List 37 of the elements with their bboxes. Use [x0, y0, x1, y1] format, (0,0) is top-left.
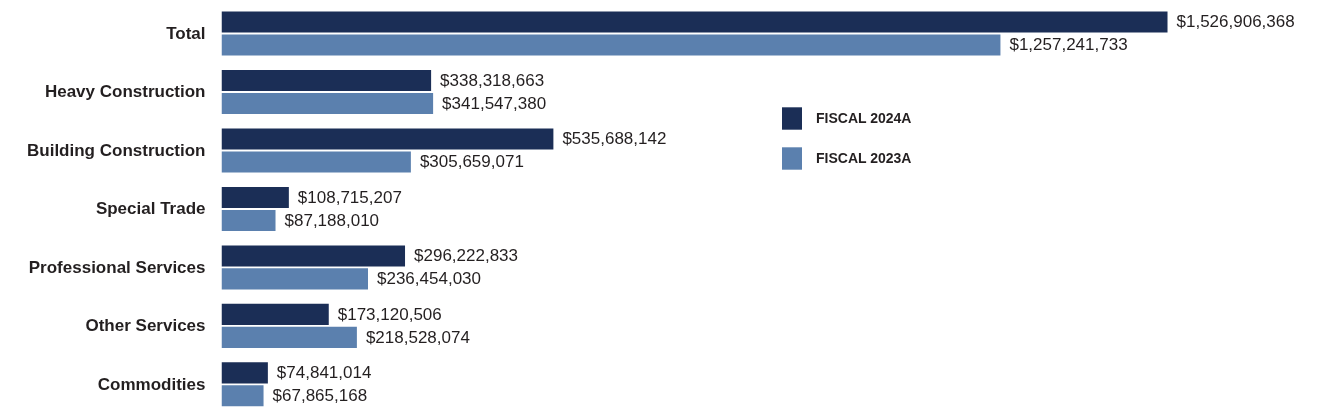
bar [221, 69, 432, 91]
bar [221, 326, 357, 348]
bar [221, 385, 264, 407]
data-label: $1,526,906,368 [1176, 12, 1295, 32]
data-label: $218,528,074 [365, 327, 470, 347]
bar [221, 128, 554, 150]
y-tick-label: Heavy Construction [44, 82, 206, 102]
bar [221, 92, 434, 114]
data-label: $305,659,071 [419, 152, 524, 172]
bar [221, 362, 268, 384]
y-tick-label: Total [166, 23, 206, 43]
bar [221, 34, 1001, 56]
data-label: $296,222,833 [414, 246, 519, 266]
bar [221, 209, 276, 231]
legend-label: FISCAL 2023A [816, 150, 912, 166]
data-label: $341,547,380 [442, 93, 547, 113]
data-label: $535,688,142 [562, 129, 667, 149]
bar [221, 303, 329, 325]
data-label: $338,318,663 [440, 70, 545, 90]
y-tick-label: Commodities [97, 374, 206, 394]
bar [221, 245, 406, 267]
y-tick-label: Special Trade [95, 199, 206, 219]
bar [221, 151, 411, 173]
data-label: $173,120,506 [337, 304, 442, 324]
bar [221, 186, 289, 208]
y-tick-label: Professional Services [28, 257, 206, 277]
y-tick-label: Other Services [85, 316, 206, 336]
data-label: $1,257,241,733 [1009, 35, 1128, 55]
data-label: $74,841,014 [276, 363, 372, 383]
data-label: $67,865,168 [272, 386, 368, 406]
y-tick-label: Building Construction [27, 140, 206, 160]
legend-label: FISCAL 2024A [816, 110, 912, 126]
bar [221, 268, 368, 290]
data-label: $108,715,207 [297, 187, 402, 207]
data-label: $236,454,030 [377, 269, 481, 289]
bar [221, 11, 1168, 33]
data-label: $87,188,010 [284, 210, 380, 230]
